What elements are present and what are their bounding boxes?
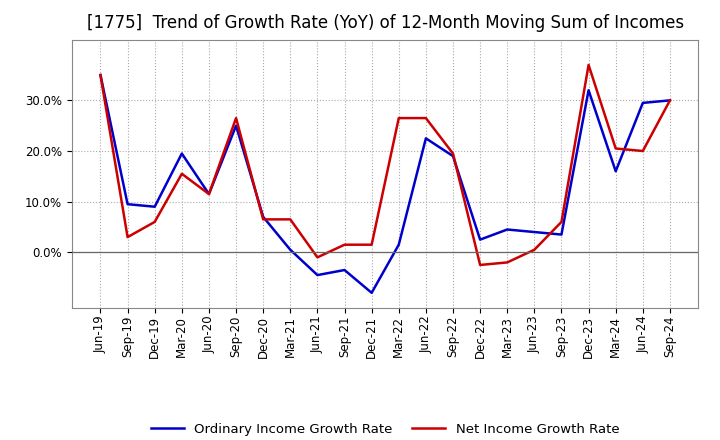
Ordinary Income Growth Rate xyxy=(286,247,294,253)
Net Income Growth Rate xyxy=(611,146,620,151)
Ordinary Income Growth Rate xyxy=(530,229,539,235)
Ordinary Income Growth Rate xyxy=(611,169,620,174)
Net Income Growth Rate xyxy=(639,148,647,154)
Ordinary Income Growth Rate xyxy=(639,100,647,106)
Net Income Growth Rate xyxy=(665,98,674,103)
Net Income Growth Rate xyxy=(584,62,593,68)
Ordinary Income Growth Rate xyxy=(449,154,457,159)
Ordinary Income Growth Rate xyxy=(178,151,186,156)
Ordinary Income Growth Rate xyxy=(313,272,322,278)
Ordinary Income Growth Rate xyxy=(259,214,268,220)
Legend: Ordinary Income Growth Rate, Net Income Growth Rate: Ordinary Income Growth Rate, Net Income … xyxy=(145,418,625,440)
Net Income Growth Rate xyxy=(421,115,430,121)
Net Income Growth Rate xyxy=(286,217,294,222)
Net Income Growth Rate xyxy=(150,219,159,224)
Ordinary Income Growth Rate xyxy=(665,98,674,103)
Net Income Growth Rate xyxy=(313,255,322,260)
Net Income Growth Rate xyxy=(96,73,105,78)
Ordinary Income Growth Rate xyxy=(367,290,376,295)
Ordinary Income Growth Rate xyxy=(476,237,485,242)
Line: Net Income Growth Rate: Net Income Growth Rate xyxy=(101,65,670,265)
Ordinary Income Growth Rate xyxy=(96,73,105,78)
Ordinary Income Growth Rate xyxy=(204,191,213,197)
Ordinary Income Growth Rate xyxy=(503,227,511,232)
Net Income Growth Rate xyxy=(123,235,132,240)
Ordinary Income Growth Rate xyxy=(395,242,403,247)
Net Income Growth Rate xyxy=(395,115,403,121)
Net Income Growth Rate xyxy=(367,242,376,247)
Net Income Growth Rate xyxy=(530,247,539,253)
Net Income Growth Rate xyxy=(259,217,268,222)
Net Income Growth Rate xyxy=(557,219,566,224)
Ordinary Income Growth Rate xyxy=(341,268,349,273)
Line: Ordinary Income Growth Rate: Ordinary Income Growth Rate xyxy=(101,75,670,293)
Title: [1775]  Trend of Growth Rate (YoY) of 12-Month Moving Sum of Incomes: [1775] Trend of Growth Rate (YoY) of 12-… xyxy=(86,15,684,33)
Ordinary Income Growth Rate xyxy=(123,202,132,207)
Net Income Growth Rate xyxy=(232,115,240,121)
Ordinary Income Growth Rate xyxy=(584,88,593,93)
Ordinary Income Growth Rate xyxy=(232,123,240,128)
Net Income Growth Rate xyxy=(341,242,349,247)
Ordinary Income Growth Rate xyxy=(150,204,159,209)
Net Income Growth Rate xyxy=(204,191,213,197)
Net Income Growth Rate xyxy=(449,151,457,156)
Ordinary Income Growth Rate xyxy=(557,232,566,237)
Net Income Growth Rate xyxy=(503,260,511,265)
Net Income Growth Rate xyxy=(178,171,186,176)
Ordinary Income Growth Rate xyxy=(421,136,430,141)
Net Income Growth Rate xyxy=(476,262,485,268)
